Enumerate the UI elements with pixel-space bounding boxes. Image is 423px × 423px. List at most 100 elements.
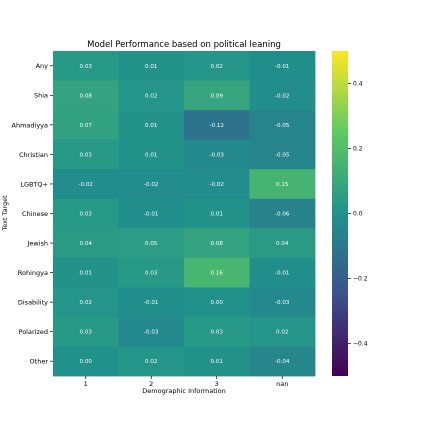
- y-tick-label: Rohingya: [18, 269, 48, 277]
- heatmap-cell: [53, 110, 119, 141]
- cell-value-label: -0.01: [275, 271, 290, 277]
- cell-value-label: 0.00: [80, 359, 93, 365]
- cell-value-label: -0.02: [275, 93, 289, 99]
- heatmap-cell: [118, 110, 185, 141]
- heatmap-cell: [118, 257, 185, 288]
- cell-value-label: -0.02: [144, 182, 158, 188]
- cell-value-label: 0.03: [80, 64, 93, 70]
- y-tick-label: Christian: [19, 151, 48, 159]
- heatmap-cell: [184, 198, 250, 229]
- heatmap-cell: [184, 139, 250, 170]
- heatmap-cell: [249, 169, 316, 200]
- heatmap-cell: [53, 169, 119, 200]
- y-tick-label: Polarized: [19, 328, 48, 336]
- heatmap-cells: [53, 51, 316, 377]
- heatmap-cell: [53, 198, 119, 229]
- cell-value-label: 0.01: [145, 123, 158, 129]
- heatmap-cell: [184, 169, 250, 200]
- heatmap-cell: [249, 198, 316, 229]
- y-axis-ticks: Any Shia Ahmadiyya Christian LGBTQ+ Chinese Je…: [12, 62, 53, 366]
- x-tick-label: nan: [276, 380, 288, 388]
- cell-value-label: 0.02: [80, 300, 92, 306]
- colorbar: [332, 51, 348, 376]
- y-tick-label: Any: [36, 62, 49, 70]
- cell-value-label: 0.01: [211, 212, 224, 218]
- heatmap-cell: [249, 228, 316, 259]
- cell-value-label: 0.01: [145, 152, 158, 158]
- heatmap-cell: [118, 198, 185, 229]
- cell-value-label: 0.03: [80, 152, 93, 158]
- heatmap-cell: [184, 287, 250, 318]
- heatmap-cell: [249, 346, 316, 377]
- cell-value-label: 0.02: [211, 64, 223, 70]
- cell-value-label: 0.07: [80, 123, 93, 129]
- cell-value-label: -0.03: [275, 300, 290, 306]
- heatmap-cell: [53, 316, 119, 347]
- colorbar-tick-label: 0.0: [353, 211, 363, 218]
- cell-value-label: 0.09: [211, 93, 224, 99]
- y-tick-label: LGBTQ+: [20, 180, 48, 188]
- cell-value-label: 0.02: [145, 359, 157, 365]
- heatmap-cell: [53, 51, 119, 81]
- cell-value-label: -0.03: [210, 152, 225, 158]
- y-tick-label: Ahmadiyya: [12, 121, 49, 129]
- heatmap-cell: [184, 110, 250, 141]
- cell-value-label: -0.05: [275, 152, 290, 158]
- cell-value-label: 0.08: [211, 241, 224, 247]
- y-tick-label: Shia: [34, 92, 48, 100]
- heatmap-cell: [118, 287, 185, 318]
- cell-value-label: -0.01: [144, 212, 159, 218]
- heatmap-cell: [118, 316, 185, 347]
- cell-value-label: 0.01: [80, 271, 93, 277]
- cell-value-label: 0.01: [145, 64, 158, 70]
- cell-value-label: 0.03: [80, 212, 93, 218]
- y-tick-label: Chinese: [22, 210, 48, 218]
- heatmap-cell: [53, 346, 119, 377]
- cell-value-label: -0.01: [275, 64, 290, 70]
- heatmap-cell: [184, 316, 250, 347]
- heatmap-cell: [53, 257, 119, 288]
- x-axis-label: Demographic Information: [142, 387, 225, 395]
- chart-title: Model Performance based on political lea…: [87, 40, 281, 50]
- y-tick-label: Other: [30, 358, 49, 366]
- cell-value-label: -0.12: [210, 123, 224, 129]
- colorbar-tick-label: 0.2: [353, 146, 363, 153]
- heatmap-cell: [249, 110, 316, 141]
- cell-value-label: -0.05: [275, 123, 290, 129]
- cell-value-label: -0.01: [144, 300, 159, 306]
- heatmap-cell: [184, 51, 250, 81]
- colorbar-tick-label: 0.4: [353, 81, 363, 88]
- cell-value-label: -0.03: [144, 330, 159, 336]
- y-tick-label: Jewish: [26, 239, 48, 247]
- cell-value-label: -0.04: [275, 359, 290, 365]
- heatmap-cell: [249, 139, 316, 170]
- heatmap-cell: [118, 346, 185, 377]
- x-axis-ticks: 1 2 3 nan: [84, 376, 288, 388]
- cell-value-label: -0.02: [210, 182, 224, 188]
- cell-value-label: -0.06: [275, 212, 290, 218]
- cell-value-label: 0.08: [80, 93, 93, 99]
- cell-value-label: 0.01: [211, 359, 224, 365]
- heatmap-cell: [249, 80, 316, 111]
- x-tick-label: 2: [149, 380, 153, 388]
- heatmap-cell: [249, 287, 316, 318]
- heatmap-cell: [118, 51, 185, 81]
- cell-value-label: 0.03: [80, 330, 93, 336]
- heatmap-cell: [118, 228, 185, 259]
- cell-value-label: 0.04: [80, 241, 93, 247]
- cell-value-label: 0.02: [145, 93, 157, 99]
- colorbar-tick-label: −0.2: [353, 276, 368, 283]
- y-axis-label: Text Target: [1, 195, 9, 232]
- heatmap-cell-labels: 0.03 0.01 0.02 -0.01 0.08 0.02 0.09 -0.02 0.07 0.…: [79, 64, 290, 365]
- heatmap-cell: [118, 139, 185, 170]
- heatmap-cell: [118, 169, 185, 200]
- heatmap-cell: [53, 139, 119, 170]
- cell-value-label: 0.05: [145, 241, 158, 247]
- heatmap-cell: [53, 228, 119, 259]
- heatmap-cell: [249, 316, 316, 347]
- cell-value-label: 0.03: [211, 330, 224, 336]
- heatmap-cell: [249, 51, 316, 81]
- heatmap-cell: [184, 346, 250, 377]
- heatmap-cell: [249, 257, 316, 288]
